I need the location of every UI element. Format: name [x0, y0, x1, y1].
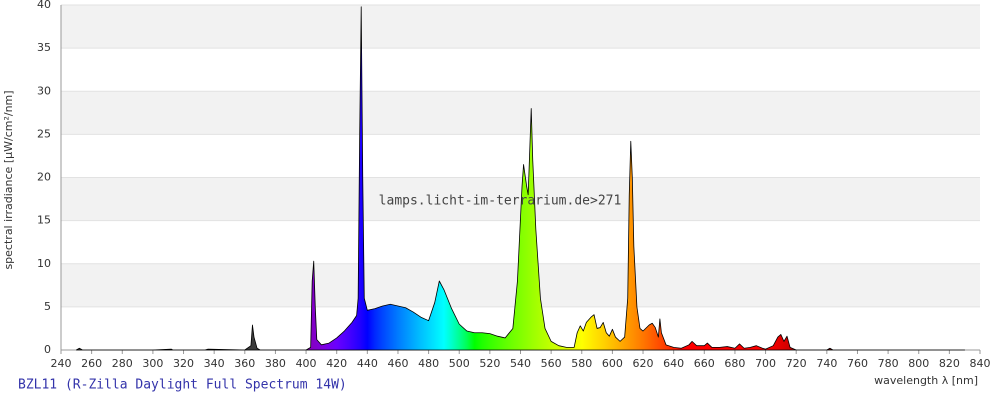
x-axis-label: wavelength λ [nm] — [874, 374, 978, 387]
x-tick-label: 600 — [602, 357, 623, 370]
x-tick-label: 540 — [510, 357, 531, 370]
x-tick-label: 740 — [816, 357, 837, 370]
y-tick-label: 35 — [37, 41, 51, 54]
x-tick-label: 340 — [204, 357, 225, 370]
x-tick-label: 280 — [112, 357, 133, 370]
x-tick-label: 760 — [847, 357, 868, 370]
x-tick-label: 460 — [387, 357, 408, 370]
x-tick-label: 720 — [786, 357, 807, 370]
x-tick-label: 560 — [541, 357, 562, 370]
x-tick-label: 680 — [724, 357, 745, 370]
x-tick-label: 640 — [663, 357, 684, 370]
grid-band — [61, 134, 980, 178]
x-tick-label: 840 — [970, 357, 991, 370]
y-tick-label: 10 — [37, 257, 51, 270]
x-tick-label: 480 — [418, 357, 439, 370]
y-tick-label: 20 — [37, 171, 51, 184]
x-tick-label: 620 — [633, 357, 654, 370]
x-tick-label: 240 — [51, 357, 72, 370]
x-tick-label: 500 — [449, 357, 470, 370]
watermark: lamps.licht-im-terrarium.de>271 — [379, 194, 622, 209]
x-tick-label: 320 — [173, 357, 194, 370]
x-tick-label: 780 — [878, 357, 899, 370]
x-tick-label: 380 — [265, 357, 286, 370]
y-axis-label: spectral irradiance [µW/cm²/nm] — [2, 90, 15, 269]
x-tick-label: 420 — [326, 357, 347, 370]
y-tick-label: 15 — [37, 214, 51, 227]
x-tick-label: 440 — [357, 357, 378, 370]
spectrum-area — [75, 6, 966, 351]
x-tick-label: 580 — [571, 357, 592, 370]
grid-band — [61, 91, 980, 135]
y-tick-label: 5 — [44, 300, 51, 313]
x-tick-label: 820 — [939, 357, 960, 370]
x-tick-label: 360 — [234, 357, 255, 370]
x-tick-label: 260 — [81, 357, 102, 370]
grid-band — [61, 5, 980, 49]
x-tick-label: 660 — [694, 357, 715, 370]
y-tick-label: 0 — [44, 343, 51, 356]
x-tick-label: 700 — [755, 357, 776, 370]
y-tick-label: 25 — [37, 127, 51, 140]
y-tick-label: 30 — [37, 84, 51, 97]
x-tick-label: 400 — [296, 357, 317, 370]
y-tick-label: 40 — [37, 0, 51, 11]
chart-title: BZL11 (R-Zilla Daylight Full Spectrum 14… — [18, 378, 347, 393]
x-tick-label: 520 — [479, 357, 500, 370]
grid-band — [61, 48, 980, 92]
x-tick-label: 800 — [908, 357, 929, 370]
x-tick-label: 300 — [142, 357, 163, 370]
